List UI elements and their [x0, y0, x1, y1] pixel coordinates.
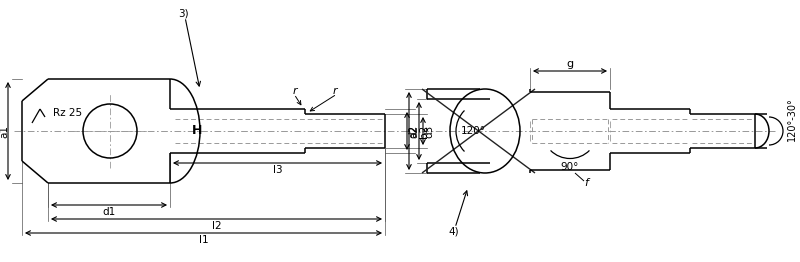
Text: f: f [584, 178, 588, 188]
Text: d2: d2 [408, 124, 418, 138]
Text: 4): 4) [448, 227, 458, 237]
Text: r: r [333, 86, 338, 96]
Text: Rz 25: Rz 25 [53, 108, 82, 118]
Text: 120°: 120° [461, 126, 486, 136]
Text: l1: l1 [198, 235, 208, 245]
Text: g: g [566, 59, 574, 69]
Text: b2: b2 [419, 124, 429, 138]
Text: a2: a2 [409, 124, 419, 138]
Text: l2: l2 [212, 221, 222, 231]
Text: 3): 3) [178, 8, 189, 18]
Text: a1: a1 [0, 124, 9, 138]
Text: d3: d3 [424, 124, 434, 138]
Text: r: r [293, 86, 298, 96]
Text: 90°: 90° [561, 162, 579, 172]
Text: d1: d1 [102, 207, 116, 217]
Text: H: H [192, 124, 202, 138]
Text: 120°-30°: 120°-30° [787, 97, 797, 141]
Text: l3: l3 [273, 165, 282, 175]
